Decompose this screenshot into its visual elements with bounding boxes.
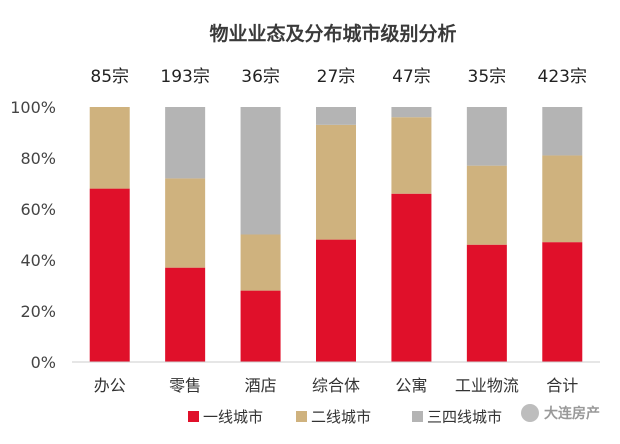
bar-segment-2 bbox=[89, 107, 130, 189]
bar-segment-2 bbox=[542, 155, 583, 243]
bar-segment-1 bbox=[316, 239, 356, 362]
legend-label: 一线城市 bbox=[203, 408, 263, 426]
bar-segment-3 bbox=[316, 107, 356, 125]
y-axis: 0% 20% 40% 60% 80% 100% bbox=[10, 98, 56, 372]
x-category-label: 办公 bbox=[94, 376, 126, 395]
watermark-brand: 大连房产 bbox=[544, 405, 600, 422]
watermark: 大连房产 bbox=[512, 398, 610, 428]
bar-segment-1 bbox=[240, 290, 281, 362]
x-category-label: 零售 bbox=[169, 376, 201, 395]
bar-segment-1 bbox=[89, 188, 130, 362]
total-count-label: 193宗 bbox=[160, 67, 209, 87]
total-count-label: 47宗 bbox=[392, 67, 431, 87]
bar-segment-2 bbox=[391, 117, 432, 194]
legend-swatch bbox=[412, 411, 423, 422]
x-category-label: 综合体 bbox=[312, 376, 360, 395]
y-tick-label: 20% bbox=[20, 302, 56, 321]
y-tick-label: 40% bbox=[20, 251, 56, 270]
watermark-backdrop bbox=[512, 398, 610, 428]
bar-segment-1 bbox=[165, 267, 206, 362]
bar-segment-3 bbox=[165, 107, 206, 179]
bar-segment-3 bbox=[466, 107, 507, 166]
total-count-label: 35宗 bbox=[468, 67, 507, 87]
wechat-icon bbox=[521, 404, 539, 422]
legend-swatch bbox=[188, 411, 199, 422]
bar-segment-3 bbox=[391, 107, 432, 118]
bar-segment-2 bbox=[316, 124, 356, 240]
legend-swatch bbox=[296, 411, 307, 422]
bar-segment-1 bbox=[466, 244, 507, 362]
legend: 一线城市 二线城市 三四线城市 bbox=[188, 408, 502, 426]
bar-segment-3 bbox=[542, 107, 583, 156]
bars bbox=[89, 107, 583, 362]
x-category-label: 工业物流 bbox=[455, 376, 519, 395]
total-count-label: 36宗 bbox=[241, 67, 280, 87]
x-category-label: 公寓 bbox=[395, 376, 427, 395]
total-count-label: 85宗 bbox=[90, 67, 129, 87]
bar-segment-3 bbox=[240, 107, 281, 235]
y-tick-label: 0% bbox=[31, 353, 56, 372]
total-count-label: 423宗 bbox=[538, 67, 587, 87]
x-category-label: 合计 bbox=[546, 376, 578, 395]
x-axis: 办公 零售 酒店 综合体 公寓 工业物流 合计 bbox=[94, 376, 579, 395]
bar-segment-2 bbox=[240, 234, 281, 291]
bar-segment-1 bbox=[391, 193, 432, 362]
x-category-label: 酒店 bbox=[245, 376, 277, 395]
y-tick-label: 80% bbox=[20, 149, 56, 168]
legend-label: 三四线城市 bbox=[427, 408, 502, 426]
legend-label: 二线城市 bbox=[311, 408, 371, 426]
bar-segment-2 bbox=[165, 178, 206, 268]
bar-segment-1 bbox=[542, 242, 583, 362]
y-tick-label: 100% bbox=[10, 98, 56, 117]
bar-segment-2 bbox=[466, 165, 507, 245]
y-tick-label: 60% bbox=[20, 200, 56, 219]
chart-title: 物业业态及分布城市级别分析 bbox=[209, 22, 456, 45]
total-count-labels: 85宗 193宗 36宗 27宗 47宗 35宗 423宗 bbox=[90, 67, 587, 87]
total-count-label: 27宗 bbox=[317, 67, 356, 87]
